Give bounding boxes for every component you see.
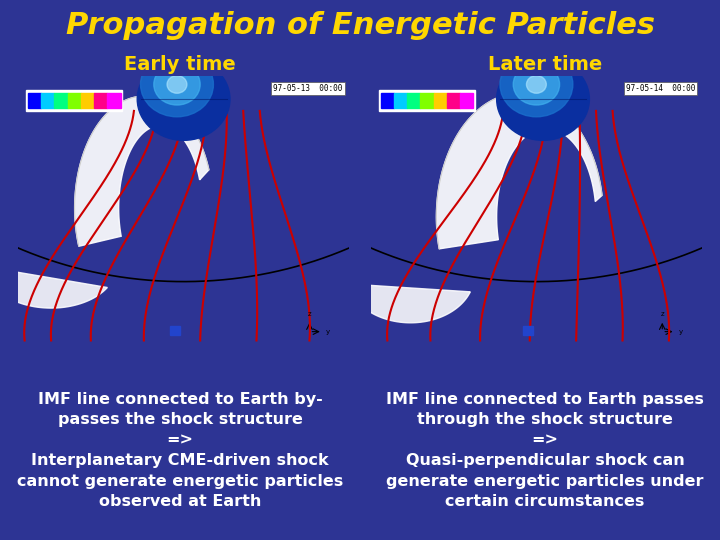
Circle shape [154, 64, 200, 105]
Text: Early time: Early time [124, 56, 236, 75]
Text: Propagation of Energetic Particles: Propagation of Energetic Particles [66, 10, 654, 39]
Polygon shape [75, 96, 209, 246]
Text: IMF line connected to Earth by-
passes the shock structure
=>
Interplanetary CME: IMF line connected to Earth by- passes t… [17, 392, 343, 509]
Bar [94, 93, 107, 108]
Bar [433, 93, 447, 108]
Polygon shape [348, 284, 470, 323]
Bar [379, 90, 475, 111]
Circle shape [167, 76, 187, 93]
Circle shape [140, 52, 213, 117]
Bar [420, 93, 433, 108]
Bar [460, 93, 474, 108]
Circle shape [500, 52, 573, 117]
Bar [41, 93, 55, 108]
Polygon shape [0, 267, 107, 308]
Bar [408, 93, 420, 108]
Bar [68, 93, 81, 108]
Text: z: z [307, 311, 311, 317]
Bar [28, 93, 41, 108]
Bar [55, 93, 68, 108]
Text: Later time: Later time [488, 56, 602, 75]
Text: 97-05-13  00:00: 97-05-13 00:00 [273, 84, 343, 93]
Text: y: y [679, 329, 683, 335]
Text: IMF line connected to Earth passes
through the shock structure
=>
Quasi-perpendi: IMF line connected to Earth passes throu… [386, 392, 704, 509]
Bar [394, 93, 408, 108]
Circle shape [513, 64, 559, 105]
Text: z: z [660, 311, 664, 317]
Text: y: y [326, 329, 330, 335]
Bar [171, 326, 180, 335]
Bar [381, 93, 394, 108]
Bar [81, 93, 94, 108]
Polygon shape [436, 93, 602, 249]
Circle shape [497, 58, 590, 140]
Circle shape [526, 76, 546, 93]
Bar [523, 326, 533, 335]
Text: 97-05-14  00:00: 97-05-14 00:00 [626, 84, 696, 93]
Bar [107, 93, 121, 108]
Circle shape [138, 58, 230, 140]
Bar [27, 90, 122, 111]
Bar [447, 93, 460, 108]
